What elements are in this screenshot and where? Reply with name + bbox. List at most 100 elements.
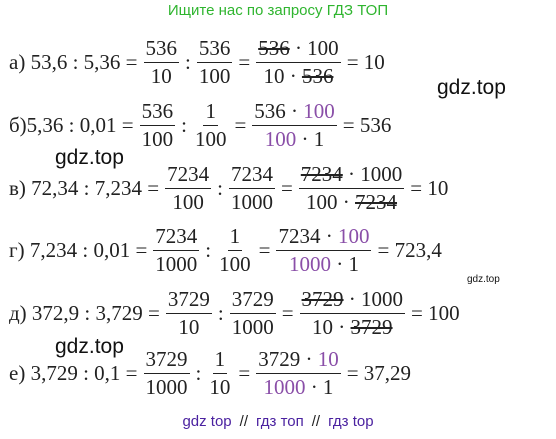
expression: : [205, 237, 212, 262]
numerator: 3729 [165, 287, 212, 314]
term: 1000 [263, 374, 306, 399]
fraction: 7234 100 [165, 161, 212, 215]
expression: = [281, 300, 294, 325]
numerator: 7234 [153, 223, 200, 251]
expression: г) 7,234 : 0,01 = [9, 237, 148, 262]
term: 10 [317, 346, 339, 371]
fraction: 536 100 [196, 36, 233, 89]
fraction: 7234 · 100 1000 · 1 [276, 223, 372, 277]
term: 10 [178, 314, 200, 339]
term: · 1000 [342, 161, 403, 186]
denominator: 100 [140, 126, 176, 152]
term: 3729 [301, 286, 344, 311]
term: 7234 · [278, 223, 338, 248]
term: 100 [303, 98, 335, 123]
term: 1000 [155, 251, 198, 276]
term: 1000 [230, 189, 273, 214]
numerator: 7234 · 100 [276, 223, 372, 251]
expression: д) 372,9 : 3,729 = [9, 300, 160, 325]
numerator: 1 [212, 347, 228, 374]
expression: = [238, 360, 251, 385]
footer-text: // [239, 413, 248, 430]
term: 3729 · [258, 346, 318, 371]
expression: : [185, 49, 191, 74]
denominator: 1000 [144, 374, 190, 400]
term: 3729 [350, 314, 393, 339]
footer-text: // [311, 413, 321, 430]
watermark: gdz.top [437, 76, 506, 99]
fraction: 536 10 [143, 35, 179, 89]
fraction: 536 100 [139, 98, 176, 152]
watermark: gdz.top [467, 274, 500, 285]
term: 100 [337, 223, 370, 248]
expression: а) 53,6 : 5,36 = [9, 49, 138, 74]
fraction: 3729 1000 [143, 347, 190, 400]
fraction: 1 10 [207, 347, 232, 400]
numerator: 536 [143, 35, 179, 63]
denominator: 100 [197, 63, 233, 89]
equation-row: е) 3,729 : 0,1 = 3729 1000:1 10 = 3729 · 10 10… [6, 343, 414, 403]
expression: = 536 [342, 112, 392, 137]
numerator: 3729 · 10 [256, 347, 341, 374]
term: 100 [194, 126, 227, 151]
fraction: 536 · 100 10 · 536 [256, 36, 341, 89]
equation-row: б)5,36 : 0,01 = 536 100:1 100 = 536 · 100 100 … [6, 95, 394, 155]
term: · 1 [296, 126, 325, 151]
equation-row: а) 53,6 : 5,36 = 536 10:536 100 = 536 · 100 10… [6, 32, 388, 92]
expression: = 723,4 [377, 237, 442, 262]
expression: = [258, 237, 271, 262]
term: 100 [198, 63, 231, 88]
term: 100 [264, 126, 297, 151]
numerator: 7234 · 1000 [298, 161, 405, 189]
watermark: gdz.top [55, 335, 124, 358]
term: · 100 [289, 35, 339, 60]
term: 3729 [231, 286, 274, 311]
term: 1000 [145, 374, 188, 399]
denominator: 10 [149, 63, 174, 89]
numerator: 3729 [143, 347, 190, 374]
equation-row: г) 7,234 : 0,01 = 7234 1000:1 100 = 7234 · 10… [6, 220, 445, 280]
denominator: 100 · 7234 [304, 189, 399, 215]
term: 10 · [312, 314, 351, 339]
term: 1000 [231, 314, 274, 339]
term: · 1 [305, 374, 334, 399]
term: 7234 [167, 161, 210, 186]
term: · 1 [330, 251, 359, 276]
expression: = 100 [411, 300, 460, 325]
footer-text: gdz top [182, 413, 232, 430]
term: 7234 [155, 223, 198, 248]
expression: = [234, 112, 247, 137]
denominator: 1000 [153, 251, 199, 277]
numerator: 7234 [228, 162, 275, 189]
denominator: 100 [217, 251, 253, 277]
denominator: 10 [176, 314, 201, 340]
expression: : [217, 175, 223, 200]
term: 536 [141, 98, 174, 123]
term: 10 [209, 374, 231, 399]
term: 7234 [355, 189, 398, 214]
footer-text: гдз top [328, 413, 374, 430]
expression: : [181, 112, 187, 137]
term: 100 · [306, 189, 356, 214]
fraction: 536 · 100 100 · 1 [252, 99, 337, 152]
fraction: 3729 1000 [229, 286, 276, 340]
numerator: 536 [139, 98, 176, 126]
term: 1000 [288, 251, 331, 276]
denominator: 10 · 536 [261, 63, 335, 89]
term: 10 [150, 63, 172, 88]
fraction: 7234 1000 [153, 223, 200, 277]
fraction: 3729 · 1000 10 · 3729 [299, 286, 406, 340]
denominator: 1000 [230, 314, 276, 340]
fraction: 3729 10 [165, 287, 212, 340]
denominator: 1000 · 1 [287, 251, 361, 277]
numerator: 7234 [165, 161, 212, 189]
term: 536 [145, 35, 178, 60]
expression: : [217, 300, 224, 325]
term: 1 [229, 223, 241, 248]
term: 536 [301, 63, 334, 88]
footer-text: гдз топ [256, 413, 304, 430]
footer: gdz top // гдз топ // гдз top [0, 413, 556, 430]
fraction: 7234 1000 [228, 162, 275, 215]
term: 1 [205, 98, 216, 123]
